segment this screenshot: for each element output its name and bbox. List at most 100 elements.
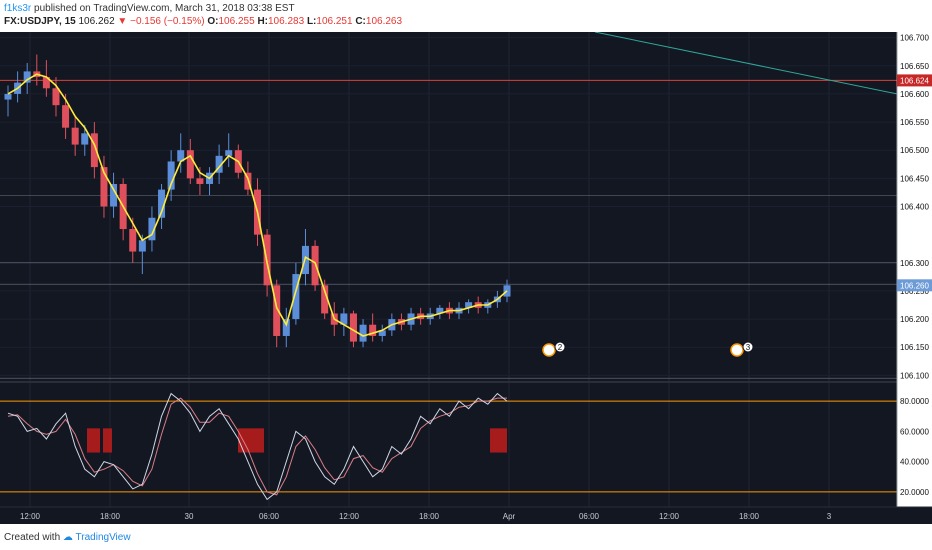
candle-body [42,77,50,89]
time-axis[interactable] [0,507,932,524]
candle-body [196,178,204,184]
oscillator-tick-label: 20.0000 [900,488,929,497]
oscillator-tick-label: 40.0000 [900,458,929,467]
candle-body [71,127,79,145]
low-value: 106.251 [316,16,353,27]
candle-body [378,330,386,336]
event-count-label: 2 [558,343,563,352]
candle-body [4,93,12,100]
time-tick-label: 12:00 [339,512,360,521]
candle-body [292,274,300,320]
price-chart[interactable]: 2 3 106.700 106.650 106.600 106.550 106.500 106… [0,32,932,524]
candle-body [167,161,175,190]
author-link[interactable]: f1ks3r [4,3,32,14]
moving-average-line [7,73,508,337]
stochastic-d-line [7,397,507,496]
oscillator-tick-label: 60.0000 [900,427,929,436]
created-with-text: Created with [4,532,61,543]
time-tick-label: 18:00 [419,512,440,521]
price-tick-label: 106.100 [900,371,929,380]
economic-event-flag-icon[interactable] [730,343,744,357]
candle-body [465,302,473,308]
candle-body [273,285,281,336]
time-tick-label: 12:00 [20,512,41,521]
close-label: C: [355,16,366,27]
price-tick-label: 106.450 [900,174,929,183]
price-badge [897,279,932,292]
candle-body [282,319,290,336]
candle-body [349,313,357,342]
price-tick-label: 106.700 [900,34,929,43]
candle-body [158,189,166,218]
candle-body [100,167,108,207]
candle-body [110,183,118,207]
candle-body [81,133,89,145]
oscillator-fill-block [238,428,264,453]
candle-body [311,245,319,286]
price-axis[interactable] [897,32,932,507]
time-tick-label: 18:00 [739,512,760,521]
high-value: 106.283 [268,16,305,27]
time-tick-label: 18:00 [100,512,121,521]
symbol-label: FX:USDJPY, 15 [4,16,76,27]
price-tick-label: 106.200 [900,315,929,324]
publish-text: published on TradingView.com, March 31, … [34,3,295,14]
high-label: H: [257,16,268,27]
price-badge [897,74,932,87]
price-change: −0.156 (−0.15%) [130,16,205,27]
price-tick-label: 106.650 [900,62,929,71]
price-tick-label: 106.250 [900,287,929,296]
candle-body [369,324,377,336]
open-label: O: [207,16,219,27]
candle-body [52,88,60,106]
open-value: 106.255 [218,16,255,27]
chart-header: f1ks3r published on TradingView.com, Mar… [0,0,932,32]
tradingview-link[interactable]: TradingView [75,532,131,543]
event-count-label: 3 [746,343,751,352]
candle-body [138,240,146,252]
symbol-line: FX:USDJPY, 15 106.262 ▼ −0.156 (−0.15%) … [4,16,402,27]
candle-body [225,150,233,156]
down-arrow-icon: ▼ [117,16,128,27]
price-badge-label: 106.624 [900,76,929,85]
price-badge-label: 106.260 [900,281,929,290]
tradingview-logo-icon: ☁ [62,532,73,543]
candle-body [62,105,70,128]
candle-body [148,217,156,241]
price-tick-label: 106.400 [900,203,929,212]
price-tick-label: 106.150 [900,343,929,352]
candle-body [90,133,98,168]
chart-footer: Created with ☁ TradingView [0,524,932,550]
event-count-badge[interactable] [742,341,754,353]
stochastic-k-line [7,392,508,501]
price-tick-label: 106.500 [900,146,929,155]
oscillator-fill-block [490,428,507,453]
event-count-badge[interactable] [554,341,566,353]
time-tick-label: 06:00 [259,512,280,521]
candle-body [186,150,194,179]
candle-body [177,150,185,162]
price-tick-label: 106.550 [900,118,929,127]
time-tick-label: 06:00 [579,512,600,521]
trendline[interactable] [594,32,898,95]
candle-body [359,324,367,342]
price-tick-label: 106.300 [900,259,929,268]
publish-line: f1ks3r published on TradingView.com, Mar… [4,3,295,14]
candle-body [23,71,31,83]
close-value: 106.263 [365,16,403,27]
last-price: 106.262 [78,16,115,27]
time-tick-label: 12:00 [659,512,680,521]
time-tick-label: 3 [827,512,832,521]
candle-body [340,313,348,325]
candle-body [321,285,329,314]
economic-event-flag-icon[interactable] [542,343,556,357]
low-label: L: [306,16,317,27]
candle-body [436,307,444,314]
oscillator-fill-block [103,428,112,453]
price-tick-label: 106.600 [900,90,929,99]
candle-body [129,229,137,252]
time-tick-label: 30 [185,512,194,521]
candle-body [215,155,223,173]
time-tick-label: Apr [503,512,516,521]
oscillator-fill-block [87,428,100,453]
